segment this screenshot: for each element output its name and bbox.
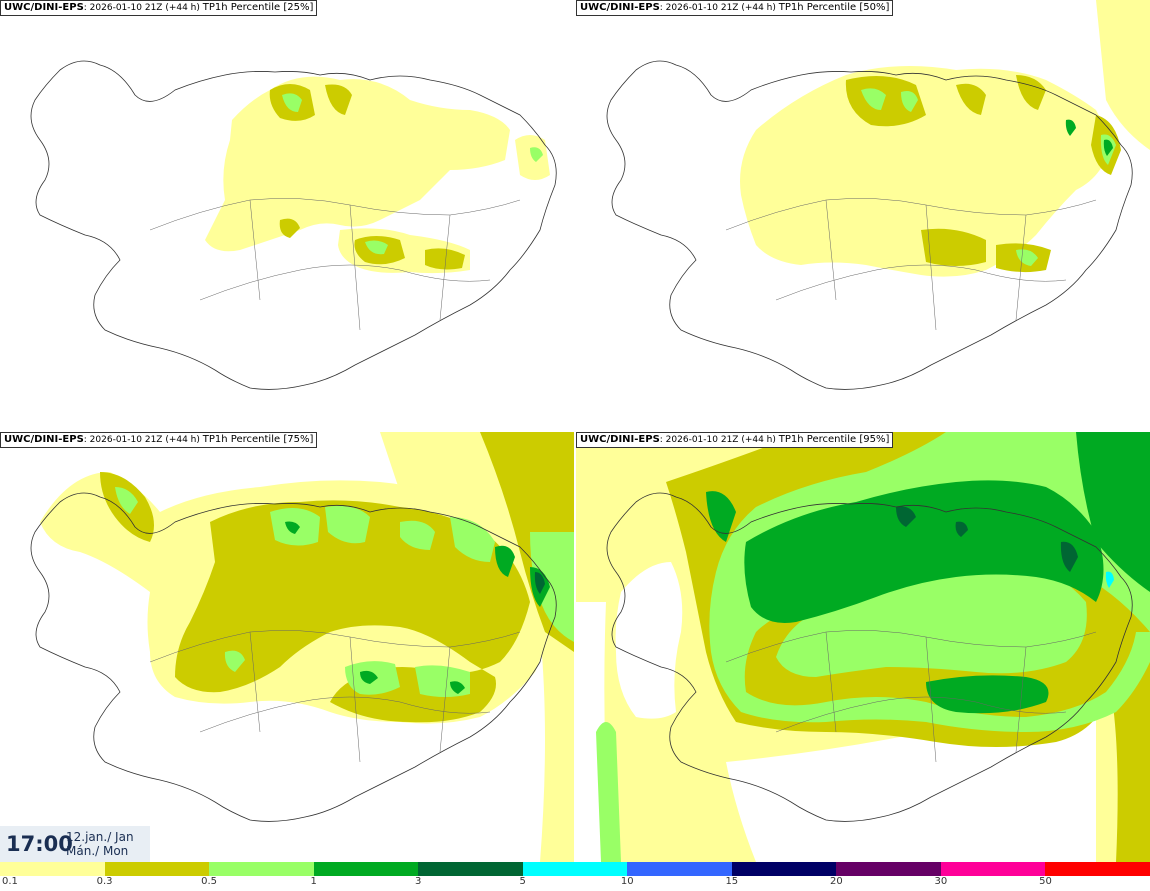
map-panel-50: UWC/DINI-EPS: 2026-01-10 21Z (+44 h) TP1… (576, 0, 1150, 430)
roads-borders (149, 198, 521, 331)
iceland-coastline (606, 60, 1133, 390)
precip-zone-light (545, 692, 574, 862)
legend-tick-label: 20 (829, 876, 843, 887)
legend-swatch (209, 862, 314, 876)
weekday-line: Mán./ Mon (66, 844, 129, 858)
precip-zone-intense (1065, 119, 1113, 156)
map-panel-95: UWC/DINI-EPS: 2026-01-10 21Z (+44 h) TP1… (576, 432, 1150, 862)
precip-zone-dark (534, 572, 545, 594)
precip-zone-peak (1105, 571, 1114, 588)
legend-tick-label: 15 (725, 876, 739, 887)
precip-zone-light (1096, 0, 1150, 150)
legend-swatch (0, 862, 105, 876)
legend-swatch (313, 862, 419, 876)
precip-zone-light (205, 76, 510, 252)
map-panel-75: UWC/DINI-EPS: 2026-01-10 21Z (+44 h) TP1… (0, 432, 574, 862)
precip-zone-heavy (596, 722, 621, 862)
legend-tick-label: 30 (934, 876, 948, 887)
legend-tick-label: 10 (620, 876, 634, 887)
precip-zone-intense (706, 491, 1049, 714)
legend-swatch (940, 862, 1046, 876)
legend-swatch (522, 862, 628, 876)
legend-tick-label: 1 (310, 876, 317, 887)
map-panel-25: UWC/DINI-EPS: 2026-01-10 21Z (+44 h) TP1… (0, 0, 574, 430)
precip-zone-light (740, 66, 1111, 277)
roads-borders (725, 630, 1097, 763)
precip-zone-clear (615, 562, 683, 719)
iceland-coastline (30, 492, 557, 822)
panel-divider (0, 430, 1150, 432)
legend-swatch (1045, 862, 1150, 876)
panel-title: UWC/DINI-EPS: 2026-01-10 21Z (+44 h) TP1… (0, 432, 318, 448)
panel-title: UWC/DINI-EPS: 2026-01-10 21Z (+44 h) TP1… (576, 0, 894, 16)
legend-tick-label: 0.3 (96, 876, 113, 887)
legend-tick-label: 0.5 (201, 876, 218, 887)
legend-swatch (627, 862, 732, 876)
precip-zone-heavy (115, 487, 495, 697)
panel-title: UWC/DINI-EPS: 2026-01-10 21Z (+44 h) TP1… (576, 432, 894, 448)
legend-swatch (418, 862, 523, 876)
legend-tick-label: 5 (519, 876, 526, 887)
legend-tick-label: 0.1 (2, 876, 18, 887)
legend-swatch (104, 862, 210, 876)
roads-borders (725, 198, 1097, 331)
iceland-coastline (606, 492, 1133, 822)
iceland-coastline (30, 60, 557, 390)
legend-ticks: 0.1 0.3 0.5 1 3 5 10 15 20 30 50 (0, 876, 1150, 891)
precip-zone-intense (744, 480, 1104, 623)
map-canvas (30, 432, 574, 862)
map-canvas (576, 432, 1150, 862)
legend-colorbar (0, 862, 1150, 876)
precip-zone-intense (1076, 432, 1150, 592)
valid-date: 12.jan./ Jan Mán./ Mon (66, 830, 134, 858)
legend-tick-label: 50 (1039, 876, 1052, 887)
legend-swatch (836, 862, 941, 876)
map-canvas (606, 0, 1150, 390)
precip-zone-heavy (776, 553, 1087, 677)
panel-title: UWC/DINI-EPS: 2026-01-10 21Z (+44 h) TP1… (0, 0, 318, 16)
legend-tick-label: 3 (414, 876, 422, 887)
date-line: 12.jan./ Jan (66, 830, 134, 844)
map-canvas (30, 60, 557, 390)
legend-swatch (731, 862, 837, 876)
valid-time-box: 17:00 12.jan./ Jan Mán./ Mon (0, 826, 150, 862)
valid-time: 17:00 (6, 832, 73, 856)
roads-borders (149, 630, 521, 763)
